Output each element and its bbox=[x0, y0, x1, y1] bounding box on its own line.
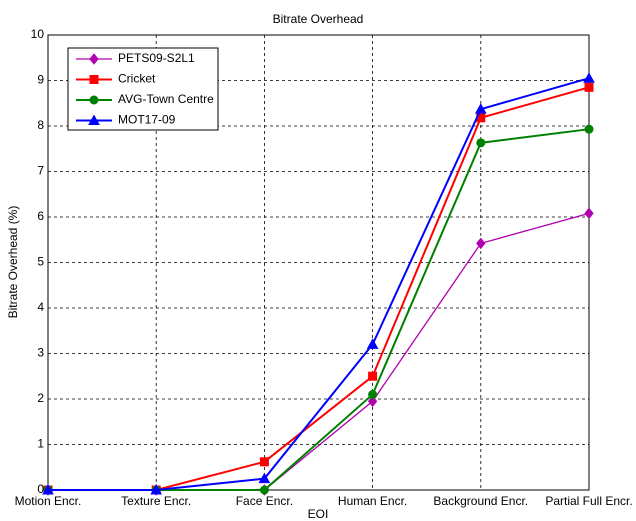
marker bbox=[367, 395, 378, 408]
y-tick-label: 3 bbox=[37, 346, 44, 360]
legend-label: MOT17-09 bbox=[118, 113, 176, 127]
marker bbox=[584, 82, 594, 92]
x-tick-label: Motion Encr. bbox=[15, 494, 82, 508]
y-tick-label: 4 bbox=[37, 300, 44, 314]
x-tick-label: Partial Full Encr. bbox=[545, 494, 632, 508]
series-line bbox=[48, 128, 590, 491]
marker bbox=[42, 483, 54, 495]
marker bbox=[150, 483, 163, 495]
legend-label: PETS09-S2L1 bbox=[118, 51, 195, 65]
legend-marker bbox=[89, 53, 99, 65]
x-tick-label: Background Encr. bbox=[433, 494, 528, 508]
y-tick-label: 9 bbox=[37, 73, 44, 87]
marker bbox=[584, 124, 594, 134]
x-tick-label: Texture Encr. bbox=[121, 494, 191, 508]
y-tick-label: 2 bbox=[37, 391, 44, 405]
marker bbox=[476, 138, 486, 148]
y-tick-label: 6 bbox=[37, 209, 44, 223]
series-line bbox=[48, 212, 590, 491]
series-line bbox=[48, 77, 590, 491]
marker bbox=[583, 72, 595, 83]
marker bbox=[368, 389, 378, 399]
y-tick-label: 5 bbox=[37, 255, 44, 269]
x-axis-label: EOI bbox=[308, 507, 329, 521]
marker bbox=[474, 103, 487, 114]
y-tick-label: 1 bbox=[37, 437, 44, 451]
legend-label: AVG-Town Centre bbox=[118, 92, 214, 106]
legend-marker bbox=[89, 95, 99, 105]
marker bbox=[258, 472, 271, 484]
marker bbox=[259, 485, 269, 495]
series-line bbox=[48, 86, 590, 491]
marker bbox=[476, 237, 486, 250]
x-tick-label: Human Encr. bbox=[338, 494, 407, 508]
y-tick-label: 7 bbox=[37, 164, 44, 178]
y-tick-label: 0 bbox=[37, 482, 44, 496]
marker bbox=[366, 338, 379, 349]
chart-title: Bitrate Overhead bbox=[273, 12, 364, 26]
legend-label: Cricket bbox=[118, 72, 156, 86]
legend-marker bbox=[89, 75, 99, 84]
y-tick-label: 10 bbox=[31, 27, 45, 41]
marker bbox=[584, 207, 594, 220]
legend-marker bbox=[88, 114, 100, 125]
y-axis-label: Bitrate Overhead (%) bbox=[6, 206, 20, 319]
x-tick-label: Face Encr. bbox=[236, 494, 293, 508]
plot-frame bbox=[47, 34, 590, 491]
y-tick-label: 8 bbox=[37, 118, 44, 132]
marker bbox=[259, 457, 269, 467]
marker bbox=[368, 371, 378, 381]
